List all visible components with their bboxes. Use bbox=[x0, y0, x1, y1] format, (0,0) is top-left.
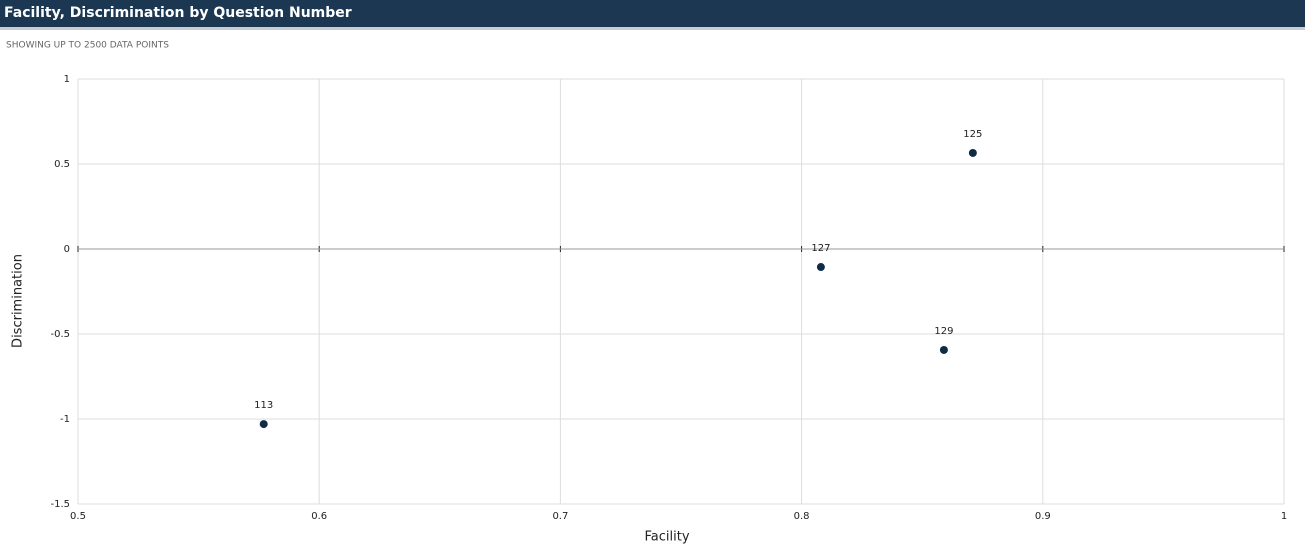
point-label: 129 bbox=[934, 326, 953, 337]
data-point bbox=[939, 345, 948, 354]
x-axis-label: Facility bbox=[644, 530, 689, 545]
x-tick-label: 0.9 bbox=[1035, 511, 1051, 522]
data-point bbox=[816, 263, 825, 272]
y-tick-label: 0 bbox=[64, 244, 70, 255]
y-tick-label: -0.5 bbox=[50, 329, 70, 340]
x-tick-label: 0.5 bbox=[70, 511, 86, 522]
x-tick-label: 1 bbox=[1281, 511, 1287, 522]
header-rule bbox=[0, 27, 1305, 30]
chart-subtitle: SHOWING UP TO 2500 DATA POINTS bbox=[6, 41, 169, 51]
x-tick-label: 0.8 bbox=[794, 511, 810, 522]
x-tick-label: 0.6 bbox=[311, 511, 327, 522]
y-tick-label: 0.5 bbox=[54, 159, 70, 170]
point-label: 125 bbox=[963, 129, 982, 140]
data-point bbox=[259, 420, 268, 429]
y-axis-label: Discrimination bbox=[11, 254, 26, 348]
header-bar bbox=[0, 0, 1305, 27]
data-point bbox=[968, 148, 977, 157]
y-tick-label: -1 bbox=[60, 414, 70, 425]
x-tick-label: 0.7 bbox=[552, 511, 568, 522]
point-label: 113 bbox=[254, 400, 273, 411]
point-label: 127 bbox=[811, 243, 830, 254]
chart-title: Facility, Discrimination by Question Num… bbox=[4, 5, 352, 21]
y-tick-label: -1.5 bbox=[50, 499, 70, 510]
y-tick-label: 1 bbox=[64, 74, 70, 85]
